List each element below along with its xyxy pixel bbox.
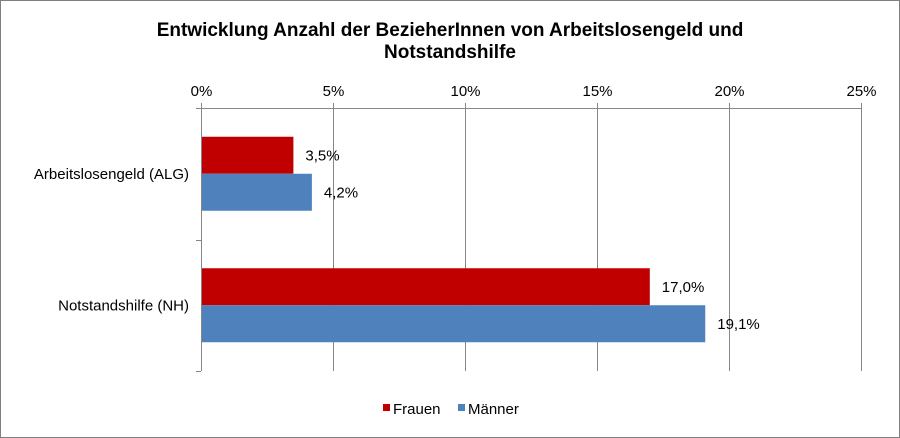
data-labels: 3,5% 4,2% 17,0% 19,1% (305, 147, 759, 333)
bar-frauen (202, 268, 650, 306)
category-label: Arbeitslosengeld (ALG) (34, 166, 189, 183)
bar-frauen (202, 136, 294, 174)
legend-swatch (458, 404, 465, 411)
legend-label: Frauen (393, 401, 441, 418)
chart-title: Entwicklung Anzahl der BezieherInnen von… (157, 20, 744, 63)
data-label: 17,0% (662, 279, 705, 296)
axes: 0% 5% 10% 15% 20% 25% Arbeitslosengeld (ALG) No… (34, 83, 877, 372)
x-tick-label: 0% (191, 83, 213, 100)
data-label: 4,2% (324, 184, 358, 201)
bar-mnner (202, 173, 312, 211)
x-tick-label: 25% (846, 83, 876, 100)
chart-title-line: Notstandshilfe (384, 42, 516, 63)
bars (202, 136, 706, 343)
chart-title-line: Entwicklung Anzahl der BezieherInnen von… (157, 20, 744, 41)
x-tick-label: 15% (582, 83, 612, 100)
legend-swatch (383, 404, 390, 411)
x-tick-label: 5% (323, 83, 345, 100)
x-tick-label: 10% (450, 83, 480, 100)
data-label: 19,1% (717, 316, 760, 333)
legend-label: Männer (468, 401, 519, 418)
data-label: 3,5% (305, 147, 339, 164)
legend: Frauen Männer (383, 401, 519, 418)
x-tick-label: 20% (714, 83, 744, 100)
bar-mnner (202, 305, 706, 343)
category-label: Notstandshilfe (NH) (58, 297, 189, 314)
